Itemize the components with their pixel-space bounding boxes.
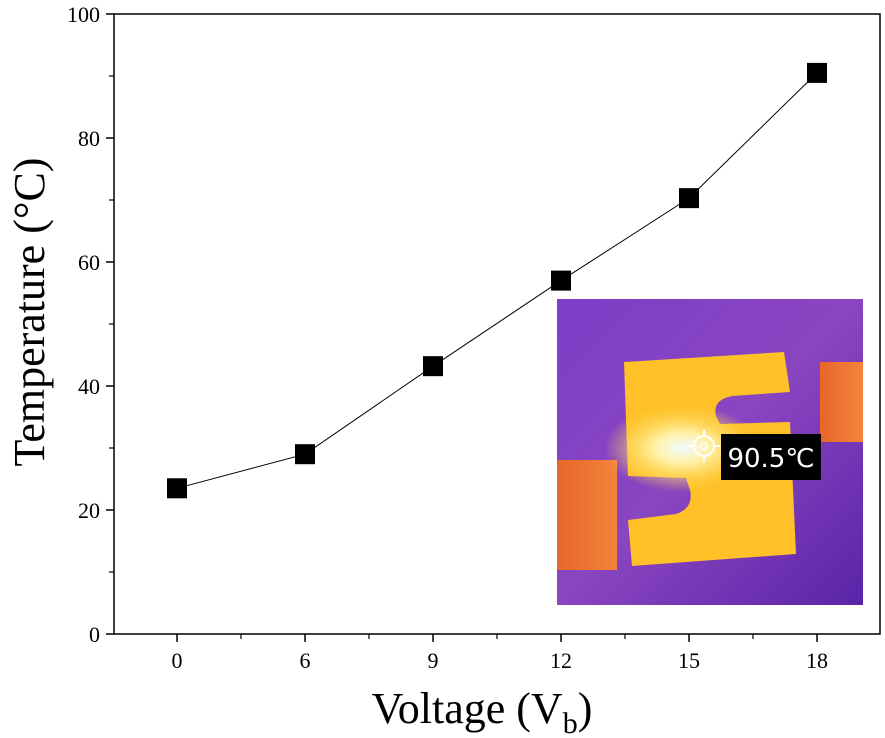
y-tick-label: 20 <box>78 498 100 523</box>
x-tick-label: 15 <box>678 648 700 673</box>
data-point-marker <box>423 356 443 377</box>
data-point-marker <box>807 62 827 83</box>
data-point-marker <box>679 188 699 209</box>
y-tick-label: 80 <box>78 126 100 151</box>
x-axis-title-close: ) <box>578 684 593 733</box>
data-point-marker <box>167 478 187 499</box>
y-tick-label: 40 <box>78 374 100 399</box>
x-tick-label: 9 <box>428 648 439 673</box>
y-axis-title: Temperature (°C) <box>5 158 54 467</box>
x-tick-label: 6 <box>300 648 311 673</box>
series-markers <box>167 62 827 499</box>
y-tick-label: 60 <box>78 250 100 275</box>
thermal-inset: 90.5℃ <box>557 299 863 605</box>
x-axis-title: Voltage (Vb) <box>372 684 593 738</box>
inset-label-background <box>721 434 821 480</box>
crosshair-icon <box>688 430 720 462</box>
axis-tick-labels: 0 6 9 12 15 18 0 20 40 60 80 100 <box>67 2 828 673</box>
data-point-marker <box>295 444 315 465</box>
x-tick-label: 0 <box>172 648 183 673</box>
axis-ticks <box>106 13 818 642</box>
inset-left-pad <box>557 460 617 570</box>
y-tick-label: 0 <box>89 622 100 647</box>
inset-right-pad <box>820 362 863 442</box>
x-tick-label: 18 <box>806 648 828 673</box>
series-line <box>176 72 818 489</box>
y-tick-label: 100 <box>67 2 100 27</box>
data-point-marker <box>551 270 571 291</box>
x-axis-title-main: Voltage (V <box>372 684 563 733</box>
x-axis-title-subscript: b <box>563 707 578 738</box>
inset-temperature-label: 90.5℃ <box>727 444 814 474</box>
x-tick-label: 12 <box>550 648 572 673</box>
